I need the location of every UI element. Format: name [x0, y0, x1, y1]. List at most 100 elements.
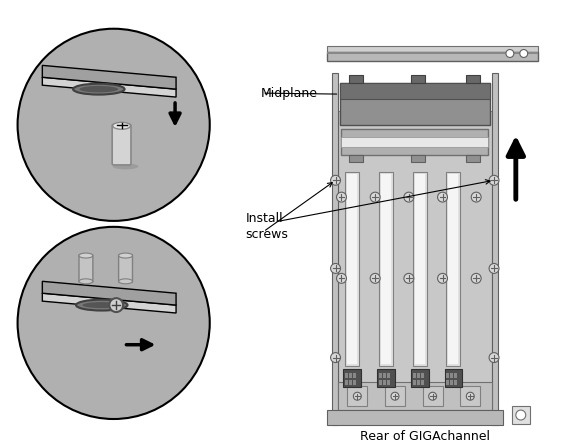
Bar: [512, 406, 530, 424]
Bar: [339, 83, 490, 99]
Bar: [448, 174, 458, 364]
Bar: [421, 381, 424, 385]
Circle shape: [331, 353, 340, 363]
Bar: [354, 373, 356, 378]
Circle shape: [331, 175, 340, 185]
Bar: [417, 381, 420, 385]
Bar: [413, 172, 427, 365]
Bar: [346, 373, 348, 378]
Bar: [354, 381, 356, 385]
Bar: [446, 172, 461, 365]
Circle shape: [404, 192, 414, 202]
Circle shape: [489, 175, 499, 185]
Bar: [350, 75, 363, 83]
Bar: [450, 373, 454, 378]
Circle shape: [520, 50, 528, 57]
Text: Install
screws: Install screws: [246, 212, 288, 242]
Circle shape: [18, 227, 210, 419]
Bar: [379, 381, 382, 385]
Circle shape: [472, 274, 481, 283]
Bar: [339, 83, 490, 125]
Polygon shape: [43, 293, 176, 313]
Polygon shape: [43, 77, 176, 97]
Bar: [411, 155, 425, 163]
Circle shape: [438, 192, 447, 202]
Ellipse shape: [82, 302, 121, 308]
Bar: [342, 129, 488, 155]
Ellipse shape: [76, 300, 128, 310]
Circle shape: [404, 274, 414, 283]
Circle shape: [489, 263, 499, 274]
Ellipse shape: [118, 253, 132, 258]
Bar: [466, 155, 480, 163]
Bar: [377, 369, 395, 387]
Ellipse shape: [79, 279, 93, 284]
Bar: [413, 381, 416, 385]
Bar: [421, 373, 424, 378]
Ellipse shape: [73, 84, 125, 95]
Bar: [327, 46, 538, 52]
Bar: [350, 373, 352, 378]
Ellipse shape: [118, 279, 132, 284]
Ellipse shape: [113, 123, 131, 129]
Circle shape: [428, 392, 436, 400]
Bar: [415, 174, 425, 364]
Circle shape: [370, 192, 380, 202]
Bar: [417, 373, 420, 378]
Ellipse shape: [79, 86, 118, 92]
Polygon shape: [43, 65, 176, 89]
Circle shape: [370, 274, 380, 283]
FancyBboxPatch shape: [118, 254, 132, 282]
Bar: [338, 111, 492, 383]
Circle shape: [466, 392, 474, 400]
Circle shape: [472, 192, 481, 202]
Circle shape: [391, 392, 399, 400]
Bar: [411, 75, 425, 83]
Bar: [454, 381, 457, 385]
Bar: [347, 174, 357, 364]
Circle shape: [438, 274, 447, 283]
Bar: [411, 369, 428, 387]
Bar: [327, 52, 538, 61]
Bar: [466, 75, 480, 83]
Circle shape: [336, 192, 347, 202]
Circle shape: [331, 263, 340, 274]
Circle shape: [516, 410, 526, 420]
Bar: [342, 137, 488, 147]
FancyBboxPatch shape: [79, 254, 93, 282]
Bar: [350, 381, 352, 385]
Bar: [492, 73, 498, 425]
Bar: [379, 373, 382, 378]
Bar: [346, 172, 359, 365]
Bar: [461, 386, 480, 406]
Bar: [327, 52, 538, 55]
Text: Rear of GIGAchannel: Rear of GIGAchannel: [360, 430, 490, 444]
Bar: [383, 381, 386, 385]
Bar: [385, 386, 405, 406]
Text: Midplane: Midplane: [260, 87, 317, 99]
Bar: [343, 369, 361, 387]
Bar: [332, 73, 338, 425]
Bar: [450, 381, 454, 385]
Circle shape: [489, 353, 499, 363]
Bar: [379, 172, 393, 365]
Circle shape: [109, 298, 123, 312]
Bar: [346, 381, 348, 385]
Bar: [338, 382, 492, 410]
Bar: [446, 381, 450, 385]
Bar: [381, 174, 391, 364]
Bar: [327, 410, 503, 425]
Bar: [454, 373, 457, 378]
Circle shape: [18, 29, 210, 221]
Circle shape: [336, 274, 347, 283]
Bar: [423, 386, 443, 406]
Bar: [383, 373, 386, 378]
FancyBboxPatch shape: [112, 124, 131, 165]
Bar: [387, 373, 390, 378]
Bar: [387, 381, 390, 385]
Circle shape: [506, 50, 514, 57]
Bar: [444, 369, 462, 387]
Ellipse shape: [113, 163, 139, 170]
Bar: [446, 373, 450, 378]
Ellipse shape: [79, 253, 93, 258]
